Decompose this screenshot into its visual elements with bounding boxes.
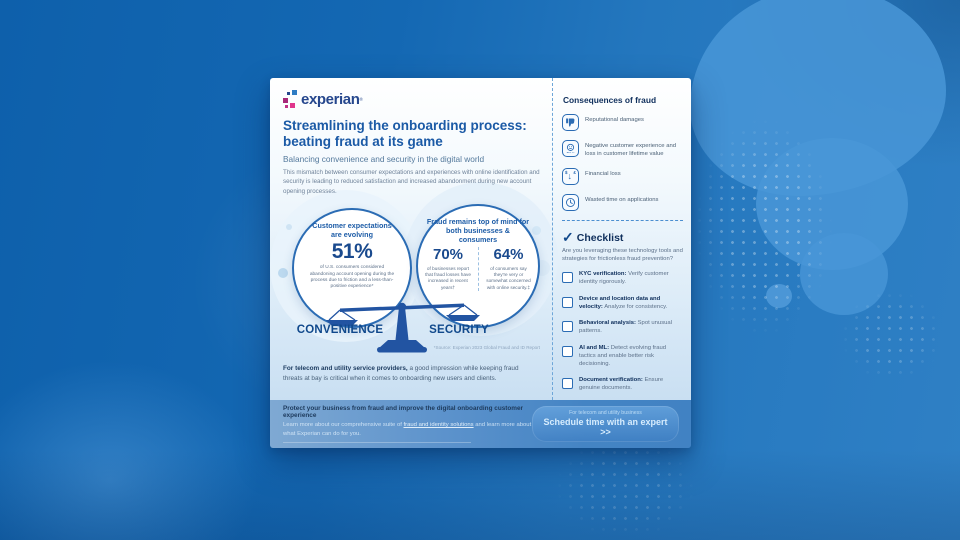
consequence-label: Negative customer experience and loss in… <box>585 143 677 157</box>
checklist-item-term: AI and ML: <box>579 344 610 351</box>
checkbox[interactable] <box>562 345 573 357</box>
halftone-dots-pattern <box>694 116 834 338</box>
cta-body-pre: Learn more about our comprehensive suite… <box>283 421 404 428</box>
consequence-label: Wasted time on applications <box>585 196 659 203</box>
checklist-item-desc: Spot unusual patterns. <box>579 320 673 335</box>
balance-scale-icon <box>326 302 480 353</box>
checklist-item-desc: Analyze for consistency. <box>602 303 668 310</box>
checkbox[interactable] <box>562 378 573 390</box>
checklist-item: Behavioral analysis: Spot unusual patter… <box>562 320 683 336</box>
halftone-dots-pattern <box>554 436 696 540</box>
consequence-label: Reputational damages <box>585 117 644 123</box>
checklist-item-term: Behavioral analysis: <box>579 320 636 327</box>
stat-heading: Customer expectations are evolving <box>312 221 392 239</box>
stat-col-businesses: 70% of businesses report that fraud loss… <box>418 246 478 291</box>
checklist-item: Document verification: Ensure genuine do… <box>562 377 683 393</box>
checklist-header: ✓ Checklist <box>562 230 683 244</box>
cta-text-block: Protect your business from fraud and imp… <box>283 404 532 444</box>
consequence-item: Reputational damages <box>562 114 683 131</box>
decor-circle <box>532 226 541 235</box>
stat-heading: Fraud remains top of mind for both busin… <box>426 217 530 244</box>
checkbox[interactable] <box>562 321 573 333</box>
stat-description: of consumers say they're very or somewha… <box>486 265 531 290</box>
experian-logo: experian ® <box>283 89 363 110</box>
source-citation: *Source: Experian 2023 Global Fraud and … <box>433 345 540 350</box>
check-icon: ✓ <box>562 228 574 245</box>
cta-headline: Protect your business from fraud and imp… <box>283 404 524 419</box>
stat-value: 70% <box>432 246 464 263</box>
scale-label-convenience: CONVENIENCE <box>296 324 384 336</box>
stat-value: 51% <box>331 240 373 263</box>
page-subtitle: Balancing convenience and security in th… <box>283 154 485 164</box>
consequence-item: Wasted time on applications <box>562 193 683 211</box>
background-blob <box>0 315 315 540</box>
experian-logo-text: experian <box>301 91 360 108</box>
experian-logo-icon <box>283 89 298 110</box>
schedule-expert-button[interactable]: For telecom and utility business Schedul… <box>531 406 679 442</box>
checklist-item-desc: Verify customer identity rigorously. <box>579 271 669 286</box>
registered-mark: ® <box>359 97 363 102</box>
scale-label-security: SECURITY <box>429 324 489 336</box>
sad-face-icon <box>562 140 579 157</box>
stat-description: of businesses report that fraud losses h… <box>425 265 471 290</box>
button-label: Schedule time with an expert >> <box>543 417 668 437</box>
background-bottom-shade <box>0 450 960 540</box>
intro-paragraph: This mismatch between consumer expectati… <box>283 169 540 195</box>
checklist-item-term: KYC verification: <box>579 271 627 278</box>
checklist-item-term: Device and location data and velocity: <box>579 295 661 310</box>
telecom-note-bold: For telecom and utility service provider… <box>283 365 408 372</box>
checklist-item-desc: Detect evolving fraud tactics and enable… <box>579 344 667 367</box>
sidebar: Consequences of fraud Reputational damag… <box>552 78 691 400</box>
consequence-item: Negative customer experience and loss in… <box>562 140 683 159</box>
clock-icon <box>562 193 579 211</box>
decor-circle <box>286 224 292 230</box>
infographic-document: experian ® Streamlining the onboarding p… <box>270 78 691 448</box>
background-blob <box>800 233 888 315</box>
thumbs-down-icon <box>562 114 579 131</box>
page-title-line1: Streamlining the onboarding process: <box>283 118 527 133</box>
page-title-line2: beating fraud at its game <box>283 134 443 149</box>
stat-value: 64% <box>493 246 524 263</box>
page-title: Streamlining the onboarding process: bea… <box>283 118 549 150</box>
cta-band: Protect your business from fraud and imp… <box>270 400 691 448</box>
checkbox[interactable] <box>562 296 573 308</box>
checkbox[interactable] <box>562 272 573 284</box>
stat-col-consumers: 64% of consumers say they're very or som… <box>478 246 538 291</box>
checklist-item: AI and ML: Detect evolving fraud tactics… <box>562 345 683 369</box>
checklist-item: Device and location data and velocity: A… <box>562 296 683 312</box>
financial-loss-icon: $ £ ↓ <box>562 167 579 185</box>
halftone-dots-pattern <box>840 290 944 382</box>
checklist-intro: Are you leveraging these technology tool… <box>562 247 683 263</box>
checklist-item: KYC verification: Verify customer identi… <box>562 271 683 287</box>
consequence-item: $ £ ↓ Financial loss <box>562 167 683 185</box>
cta-body-post: and learn more about what Experian can d… <box>283 421 532 437</box>
dashed-divider <box>562 219 683 221</box>
telecom-note-rest: a good impression while keeping fraud th… <box>283 365 519 382</box>
stat-bubble-fraud-top-of-mind: Fraud remains top of mind for both busin… <box>416 204 540 328</box>
checklist-item-term: Document verification: <box>579 377 643 384</box>
consequence-label: Financial loss <box>585 170 621 177</box>
button-eyebrow: For telecom and utility business <box>569 410 642 416</box>
main-column: experian ® Streamlining the onboarding p… <box>270 78 558 400</box>
cta-body: Learn more about our comprehensive suite… <box>283 421 532 438</box>
consequences-title: Consequences of fraud <box>563 95 657 105</box>
background-blob <box>766 284 792 308</box>
fraud-solutions-link[interactable]: fraud and identity solutions <box>403 421 474 428</box>
telecom-note: For telecom and utility service provider… <box>283 364 535 384</box>
divider <box>283 442 471 444</box>
decor-circle <box>278 268 288 278</box>
stat-description: of U.S. consumers considered abandoning … <box>309 265 395 290</box>
checklist-title: Checklist <box>576 231 624 244</box>
checklist-item-desc: Ensure genuine documents. <box>579 377 664 392</box>
